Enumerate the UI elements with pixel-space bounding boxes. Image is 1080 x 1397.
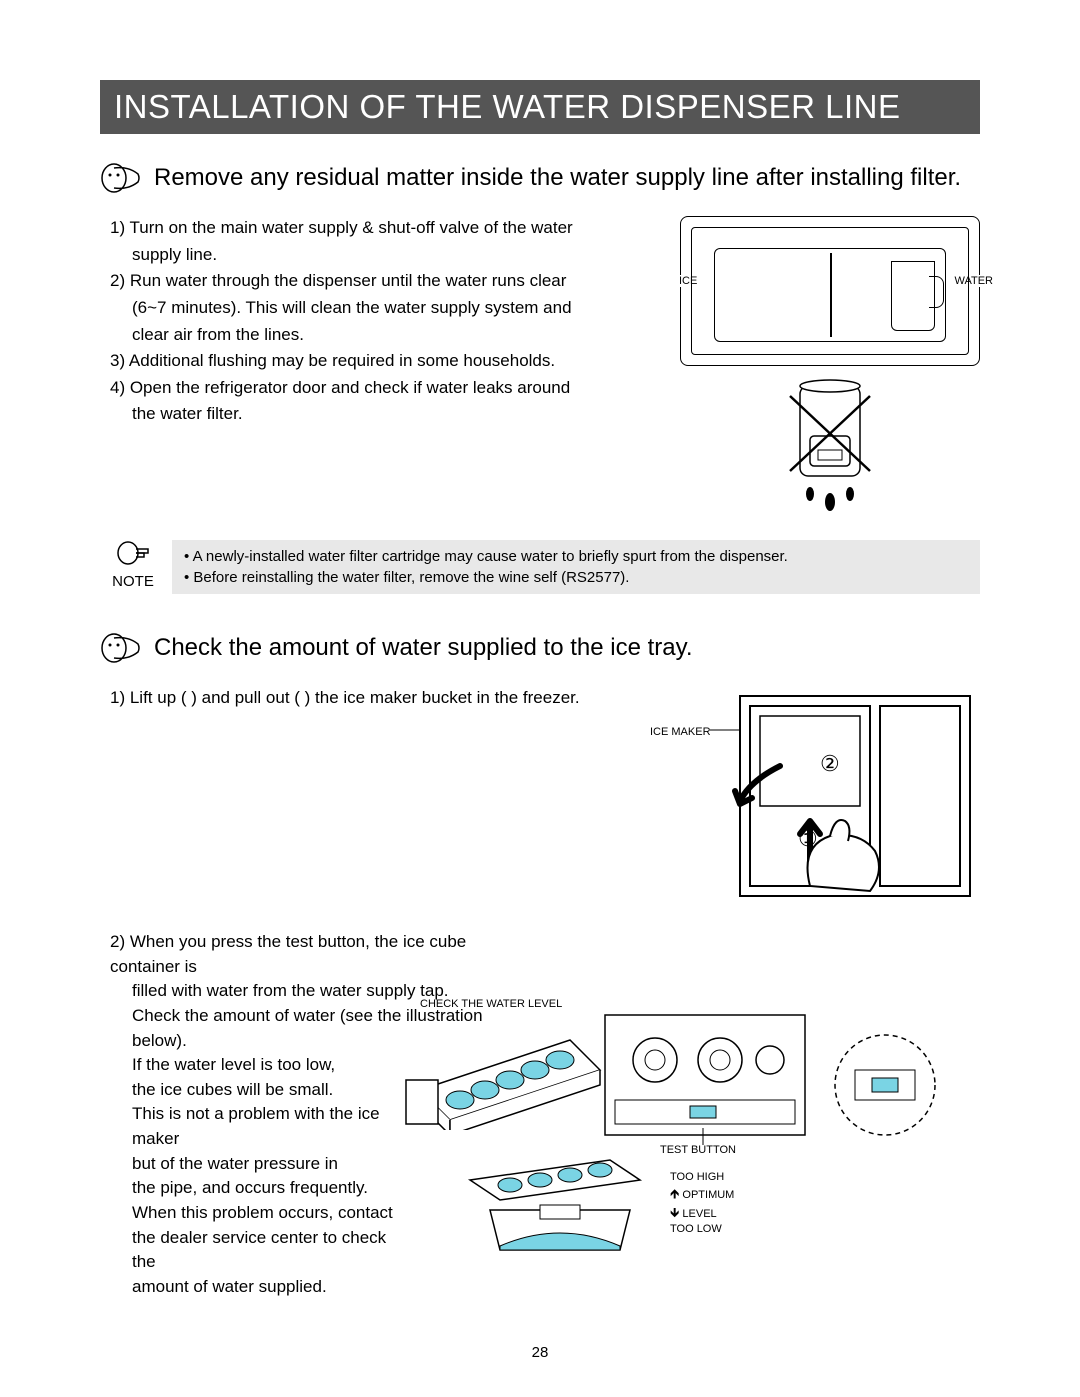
s2-2i: When this problem occurs, contact [110, 1201, 410, 1226]
section2-row1: 1) Lift up ( ) and pull out ( ) the ice … [100, 686, 980, 906]
level-row: 🡻 LEVEL [670, 1204, 734, 1222]
page-title-text: INSTALLATION OF THE WATER DISPENSER LINE [114, 88, 900, 125]
test-button-label: TEST BUTTON [660, 1144, 736, 1156]
s1-step4a: 4) Open the refrigerator door and check … [110, 376, 650, 401]
s2-2f: This is not a problem with the ice maker [110, 1102, 410, 1151]
icemaker-label: ICE MAKER [650, 726, 711, 738]
s1-step2c: clear air from the lines. [110, 323, 650, 348]
note-icon-wrap: NOTE [100, 540, 156, 590]
note-text: • A newly-installed water filter cartrid… [172, 540, 980, 594]
page-title-bar: INSTALLATION OF THE WATER DISPENSER LINE [100, 80, 980, 134]
filter-figure [680, 376, 980, 516]
section2-fig1-col: ICE MAKER ① ② [680, 686, 980, 906]
section1-content: 1) Turn on the main water supply & shut-… [100, 216, 980, 516]
s1-step3: 3) Additional flushing may be required i… [110, 349, 650, 374]
s2-2g: but of the water pressure in [110, 1152, 410, 1177]
s2-2j: the dealer service center to check the [110, 1226, 410, 1275]
freezer-figure: ICE MAKER ① ② [680, 686, 980, 906]
optimum-row: 🡹 OPTIMUM [670, 1185, 734, 1203]
s1-step1b: supply line. [110, 243, 650, 268]
section2-title: Check the amount of water supplied to th… [154, 634, 693, 662]
check-level-label: CHECK THE WATER LEVEL [420, 998, 562, 1010]
level-labels: TOO HIGH 🡹 OPTIMUM 🡻 LEVEL TOO LOW [670, 1170, 734, 1238]
s2-2k: amount of water supplied. [110, 1275, 410, 1300]
water-level-figures: CHECK THE WATER LEVEL TEST BUTTON [400, 1000, 970, 1280]
hand-point-icon-2 [100, 630, 142, 666]
note-block: NOTE • A newly-installed water filter ca… [100, 540, 980, 594]
section1-title: Remove any residual matter inside the wa… [154, 164, 961, 192]
detail-circle-figure [830, 1030, 940, 1140]
optimum-label: OPTIMUM [682, 1189, 734, 1201]
level-label: LEVEL [682, 1208, 716, 1220]
note-label: NOTE [110, 573, 156, 590]
section1-text: 1) Turn on the main water supply & shut-… [100, 216, 650, 516]
ice-tray-figure [400, 1010, 610, 1130]
section2-bottom: 2) When you press the test button, the i… [100, 930, 980, 1300]
page-number: 28 [0, 1344, 1080, 1361]
s1-step2b: (6~7 minutes). This will clean the water… [110, 296, 650, 321]
section2-header: Check the amount of water supplied to th… [100, 630, 980, 666]
section1-figures: ICE WATER [680, 216, 980, 516]
svg-text:②: ② [820, 751, 840, 776]
too-low-label: TOO LOW [670, 1222, 734, 1237]
s1-step4b: the water filter. [110, 402, 650, 427]
note-line1: • A newly-installed water filter cartrid… [184, 546, 968, 567]
up-arrow-icon: 🡹 [670, 1186, 679, 1201]
s2-2e: the ice cubes will be small. [110, 1078, 410, 1103]
mechanism-figure [600, 1010, 810, 1150]
s2-2h: the pipe, and occurs frequently. [110, 1176, 410, 1201]
section2-text1: 1) Lift up ( ) and pull out ( ) the ice … [100, 686, 650, 906]
s1-step1a: 1) Turn on the main water supply & shut-… [110, 216, 650, 241]
level-tray-figure [460, 1150, 650, 1270]
too-high-label: TOO HIGH [670, 1170, 734, 1185]
s1-step2a: 2) Run water through the dispenser until… [110, 269, 650, 294]
s2-step1: 1) Lift up ( ) and pull out ( ) the ice … [110, 686, 650, 711]
note-line2: • Before reinstalling the water filter, … [184, 567, 968, 588]
down-arrow-icon: 🡻 [670, 1205, 679, 1220]
section1-header: Remove any residual matter inside the wa… [100, 160, 980, 196]
note-hand-icon [116, 540, 150, 566]
s2-2a: 2) When you press the test button, the i… [110, 930, 530, 979]
dispenser-figure: ICE WATER [680, 216, 980, 366]
hand-point-icon [100, 160, 142, 196]
